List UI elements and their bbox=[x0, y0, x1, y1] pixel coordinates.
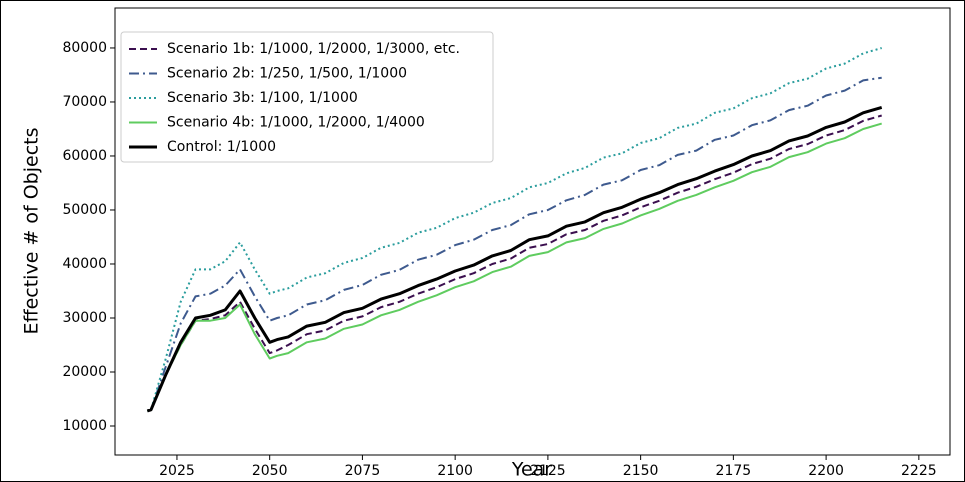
y-tick-label: 60000 bbox=[62, 148, 107, 164]
legend-label: Scenario 2b: 1/250, 1/500, 1/1000 bbox=[167, 66, 407, 82]
series-line bbox=[147, 76, 882, 412]
y-tick-label: 80000 bbox=[62, 40, 107, 56]
y-tick-label: 30000 bbox=[62, 310, 107, 326]
x-tick-label: 2075 bbox=[345, 463, 381, 479]
x-tick-label: 2125 bbox=[530, 463, 566, 479]
y-tick-label: 10000 bbox=[62, 418, 107, 434]
legend-label: Control: 1/1000 bbox=[167, 139, 276, 155]
x-tick-label: 2050 bbox=[252, 463, 288, 479]
legend-label: Scenario 4b: 1/1000, 1/2000, 1/4000 bbox=[167, 115, 425, 131]
x-axis-label: Year bbox=[511, 459, 552, 481]
x-tick-label: 2225 bbox=[901, 463, 937, 479]
y-tick-label: 70000 bbox=[62, 94, 107, 110]
x-tick-label: 2200 bbox=[808, 463, 844, 479]
series-line bbox=[147, 114, 882, 412]
x-tick-label: 2150 bbox=[623, 463, 659, 479]
y-tick-label: 50000 bbox=[62, 202, 107, 218]
y-axis-label: Effective # of Objects bbox=[21, 127, 43, 334]
legend-label: Scenario 3b: 1/100, 1/1000 bbox=[167, 90, 358, 106]
x-tick-label: 2175 bbox=[716, 463, 752, 479]
legend-label: Scenario 1b: 1/1000, 1/2000, 1/3000, etc… bbox=[167, 41, 460, 57]
x-tick-label: 2100 bbox=[437, 463, 473, 479]
series-line bbox=[146, 105, 883, 413]
x-tick-label: 2025 bbox=[159, 463, 195, 479]
series-line bbox=[147, 122, 882, 412]
plot-area bbox=[114, 7, 951, 456]
y-tick-label: 20000 bbox=[62, 364, 107, 380]
legend-box bbox=[120, 31, 494, 163]
y-tick-label: 40000 bbox=[62, 256, 107, 272]
